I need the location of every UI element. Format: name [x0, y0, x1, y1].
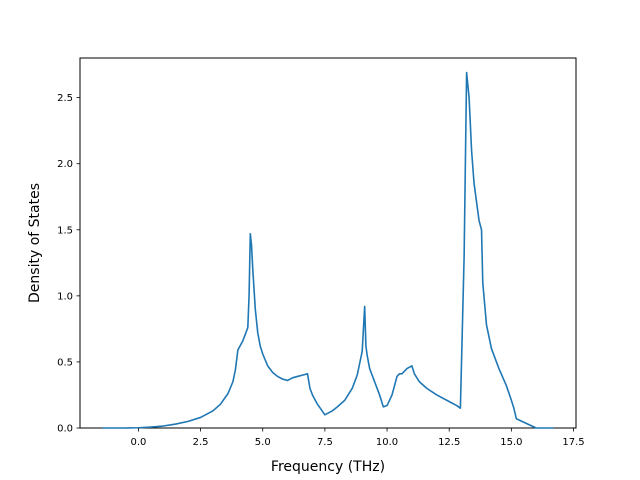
y-tick-label: 2.0 [57, 159, 73, 170]
x-axis-title: Frequency (THz) [271, 459, 385, 475]
x-tick-label: 17.5 [562, 437, 584, 448]
x-tick-label: 2.5 [193, 437, 209, 448]
x-tick-label: 15.0 [500, 437, 522, 448]
x-tick-label: 7.5 [317, 437, 333, 448]
x-tick-label: 0.0 [130, 437, 146, 448]
y-tick-label: 1.5 [57, 225, 73, 236]
x-tick-label: 10.0 [376, 437, 398, 448]
y-tick-label: 1.0 [57, 291, 73, 302]
x-tick-label: 5.0 [255, 437, 271, 448]
y-tick-label: 0.0 [57, 424, 73, 435]
x-axis-ticks: 0.0 2.5 5.0 7.5 10.0 12.5 15.0 17.5 [130, 428, 585, 448]
y-tick-label: 0.5 [57, 357, 73, 368]
y-axis-title: Density of States [27, 183, 43, 303]
y-axis-ticks: 0.0 0.5 1.0 1.5 2.0 2.5 [57, 93, 80, 435]
plot-area-frame [79, 57, 577, 429]
x-tick-label: 12.5 [438, 437, 460, 448]
y-tick-label: 2.5 [57, 93, 73, 104]
dos-series-line [102, 71, 554, 429]
